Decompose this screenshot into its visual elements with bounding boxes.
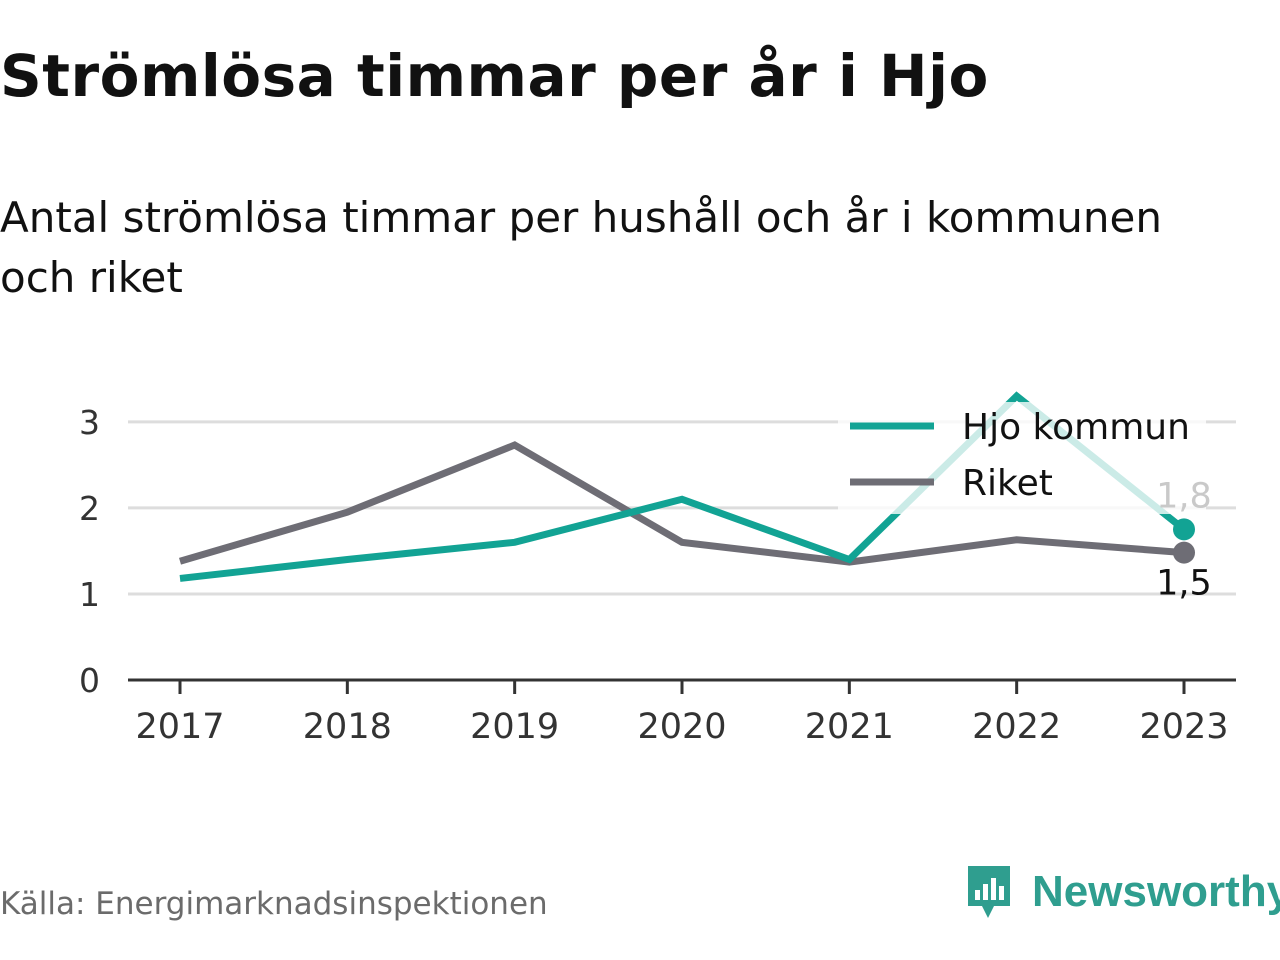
y-tick-label: 0 — [79, 661, 100, 700]
legend-label: Riket — [962, 463, 1053, 504]
chart-subtitle: Antal strömlösa timmar per hushåll och å… — [0, 193, 1162, 302]
end-point-marker — [1173, 518, 1195, 541]
line-chart: 0 1 2 3 2017 2018 2019 2020 2021 2022 2023 Hjo komm… — [79, 391, 1236, 747]
end-value-label: 1,8 — [1156, 476, 1212, 516]
y-tick-label: 1 — [79, 575, 100, 614]
legend-background — [838, 402, 1206, 514]
legend-label: Hjo kommun — [962, 407, 1190, 448]
x-tick-label: 2018 — [303, 707, 392, 747]
series-line-riket — [179, 441, 1185, 566]
brand-name: Newsworthy — [1032, 867, 1280, 916]
brand-logo[interactable]: Newsworthy — [964, 862, 1280, 922]
source-note: Källa: Energimarknadsinspektionen — [0, 886, 548, 922]
x-tick-label: 2020 — [637, 707, 726, 747]
y-tick-label: 3 — [79, 403, 100, 442]
y-tick-label: 2 — [79, 489, 100, 528]
series-line-hjo-kommun — [179, 391, 1187, 582]
x-tick-label: 2023 — [1139, 707, 1228, 747]
x-tick-label: 2022 — [972, 707, 1061, 747]
end-point-marker — [1173, 541, 1195, 564]
x-tick-label: 2019 — [470, 707, 559, 747]
x-tick-label: 2017 — [135, 707, 224, 747]
chart-title: Strömlösa timmar per år i Hjo — [0, 42, 989, 110]
end-value-label: 1,5 — [1156, 564, 1212, 604]
newsworthy-logo-icon — [968, 866, 1010, 918]
x-tick-label: 2021 — [805, 707, 894, 747]
